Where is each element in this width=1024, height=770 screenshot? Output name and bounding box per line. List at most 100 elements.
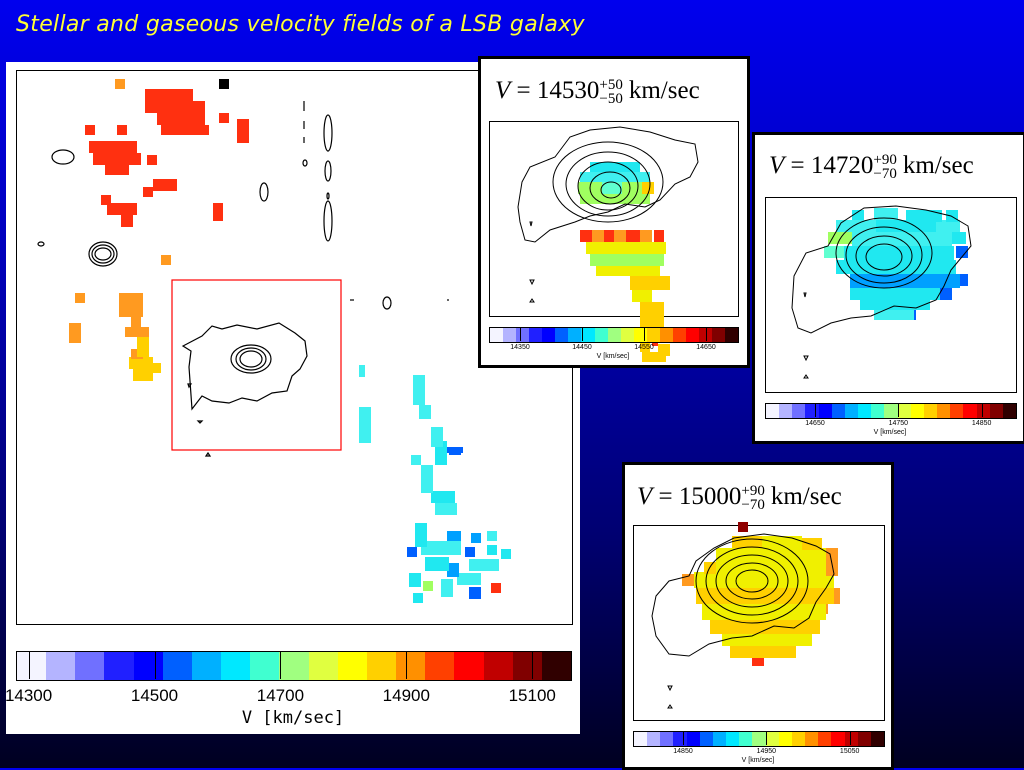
colorbar-swatch [381, 652, 397, 680]
velocity-pixel [439, 447, 463, 453]
colorbar-swatch [581, 328, 588, 342]
colorbar-tick [683, 731, 684, 745]
velocity-pixel [604, 230, 614, 242]
velocity-pixel [421, 541, 461, 555]
colorbar-swatch [692, 328, 699, 342]
velocity-pixel [131, 317, 141, 327]
velocity-pixel [652, 340, 658, 346]
colorbar-tick-label: 14650 [805, 420, 825, 427]
colorbar-swatch [851, 404, 859, 418]
colorbar-swatch [706, 732, 713, 746]
colorbar-swatch [963, 404, 970, 418]
velocity-pixel [425, 557, 449, 571]
velocity-pixel [630, 276, 670, 290]
colorbar-tick [28, 651, 30, 679]
velocity-pixel [447, 563, 459, 577]
colorbar-tick-label: 14850 [673, 748, 693, 755]
colorbar-swatch [752, 732, 759, 746]
inset-2-axis-label: V [km/sec] [873, 429, 907, 436]
colorbar-tick [406, 651, 408, 679]
colorbar-swatch [745, 732, 753, 746]
velocity-pixel [107, 203, 137, 215]
colorbar-swatch [996, 404, 1003, 418]
colorbar-swatch [825, 404, 832, 418]
slide-title: Stellar and gaseous velocity fields of a… [16, 12, 585, 37]
colorbar-tick [766, 731, 768, 745]
colorbar-swatch [634, 732, 641, 746]
velocity-pixel [936, 220, 960, 232]
velocity-pixel [626, 230, 640, 242]
velocity-pixel [710, 620, 820, 634]
colorbar-swatch [279, 652, 294, 680]
colorbar-swatch [162, 652, 178, 680]
velocity-pixel [465, 547, 475, 557]
colorbar-swatch [454, 652, 469, 680]
colorbar-tick-label: 14350 [510, 344, 530, 351]
colorbar-swatch [133, 652, 149, 680]
colorbar-swatch [548, 328, 556, 342]
colorbar-swatch [46, 652, 61, 680]
colorbar-swatch [633, 328, 641, 342]
velocity-pixel [874, 310, 914, 320]
velocity-pixel [125, 327, 149, 337]
colorbar-swatch [890, 404, 898, 418]
colorbar-swatch [646, 328, 654, 342]
colorbar-swatch [923, 404, 931, 418]
velocity-pixel [491, 583, 501, 593]
velocity-pixel [640, 230, 652, 242]
main-colorbar-ticks [16, 651, 570, 679]
colorbar-swatch [831, 732, 838, 746]
colorbar-swatch [640, 732, 648, 746]
colorbar-swatch [568, 328, 575, 342]
velocity-pixel [640, 340, 650, 352]
colorbar-swatch [989, 404, 997, 418]
velocity-pixel [89, 141, 137, 153]
velocity-pixel [415, 523, 427, 547]
colorbar-swatch [509, 328, 517, 342]
velocity-pixel [435, 441, 447, 465]
main-colorbar [16, 651, 572, 681]
velocity-pixel [940, 288, 952, 300]
colorbar-swatch [620, 328, 628, 342]
velocity-pixel [640, 314, 664, 328]
colorbar-swatch [719, 732, 727, 746]
velocity-pixel [830, 588, 840, 604]
velocity-pixel [147, 155, 157, 165]
colorbar-swatch [541, 652, 557, 680]
inset-3-colorbar-labels: 14850 14950 15050 [633, 748, 883, 758]
velocity-pixel [411, 455, 421, 465]
colorbar-swatch [366, 652, 382, 680]
colorbar-swatch [851, 732, 858, 746]
colorbar-tick-label: 14550 [634, 344, 654, 351]
colorbar-swatch [897, 404, 905, 418]
velocity-pixel [145, 89, 193, 101]
colorbar-swatch [60, 652, 76, 680]
colorbar-swatch [679, 328, 686, 342]
velocity-pixel [469, 587, 481, 599]
colorbar-tick-label: 14950 [756, 748, 777, 755]
velocity-pixel [421, 465, 433, 493]
colorbar-tick [520, 327, 521, 341]
velocity-pixel [716, 548, 826, 562]
colorbar-swatch [556, 652, 571, 680]
colorbar-swatch [587, 328, 595, 342]
colorbar-swatch [758, 732, 766, 746]
inset-1-equation: V = 14530+50 −50 km/sec [495, 77, 700, 108]
inset-3-equation: V = 15000+90 −70 km/sec [637, 483, 842, 514]
colorbar-swatch [673, 732, 681, 746]
velocity-pixel [161, 255, 171, 265]
inset-2-colorbar [765, 403, 1017, 419]
velocity-pixel [119, 293, 143, 317]
colorbar-swatch [837, 732, 845, 746]
colorbar-swatch [693, 732, 700, 746]
colorbar-swatch [601, 328, 608, 342]
colorbar-swatch [250, 652, 265, 680]
colorbar-swatch [264, 652, 280, 680]
velocity-pixel [602, 182, 622, 194]
colorbar-swatch [503, 328, 510, 342]
colorbar-swatch [659, 328, 667, 342]
colorbar-swatch [798, 732, 806, 746]
colorbar-tick-label: 15100 [508, 686, 556, 705]
velocity-pixel [762, 536, 802, 548]
velocity-pixel [852, 232, 952, 246]
